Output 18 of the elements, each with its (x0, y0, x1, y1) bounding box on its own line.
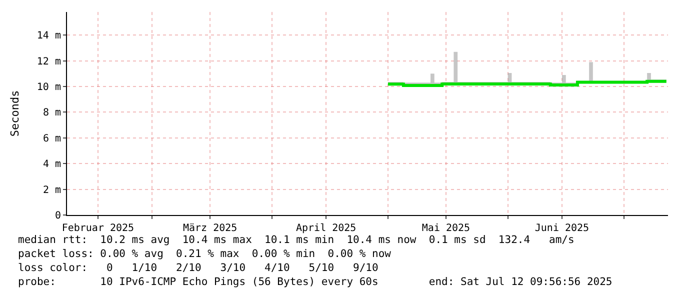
y-tick-label: 10 m (36, 82, 61, 94)
x-tick-label: Juni 2025 (534, 223, 590, 234)
y-tick-label: 4 m (42, 159, 61, 170)
y-tick-label: 12 m (36, 56, 61, 68)
y-tick-label: 0 (54, 210, 61, 222)
text: probe: 10 IPv6-ICMP Echo Pings (56 Bytes) every 60s end: Sat Jul 12 09:56:56 2025 (18, 276, 612, 288)
x-tick-label: Mai 2025 (422, 223, 470, 234)
x-tick-label: Februar 2025 (62, 223, 134, 234)
y-tick-label: 2 m (42, 184, 61, 196)
y-tick-label: 8 m (42, 108, 61, 119)
y-tick-label: 14 m (36, 30, 61, 42)
y-axis-title: Seconds (8, 90, 22, 137)
y-tick-label: 6 m (42, 133, 61, 144)
text: packet loss: 0.00 % avg 0.21 % max 0.00 % min 0.00 % now (18, 248, 392, 260)
text: loss color: 0 1/10 2/10 3/10 4/10 5/10 9/10 (18, 262, 378, 274)
x-tick-label: März 2025 (182, 223, 238, 234)
x-tick-label: April 2025 (296, 223, 356, 234)
text: median rtt: 10.2 ms avg 10.4 ms max 10.1 ms min 10.4 ms now 0.1 ms sd 132.4 am/s (18, 234, 574, 246)
